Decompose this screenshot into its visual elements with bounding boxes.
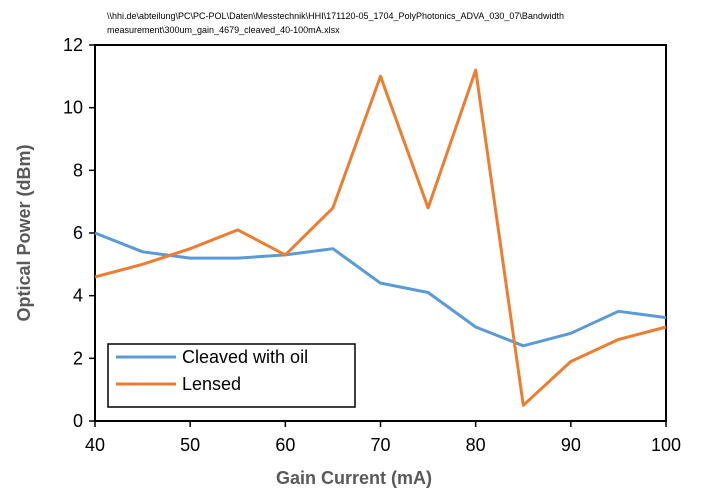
legend-label-lensed: Lensed <box>182 374 241 394</box>
chart-title-line-1: \\hhi.de\abteilung\PC\PC-POL\Daten\Messt… <box>107 11 564 21</box>
y-tick-label: 12 <box>63 35 83 55</box>
x-tick-label: 90 <box>561 435 581 455</box>
y-tick-label: 0 <box>73 411 83 431</box>
y-axis-label: Optical Power (dBm) <box>14 144 34 321</box>
chart-title-line-2: measurement\300um_gain_4679_cleaved_40-1… <box>107 25 340 35</box>
y-tick-label: 2 <box>73 348 83 368</box>
legend-box <box>107 343 356 408</box>
series-line-lensed <box>94 68 667 407</box>
legend: Cleaved with oil Lensed <box>107 343 356 408</box>
y-tick-label: 6 <box>73 223 83 243</box>
x-axis: 40 50 60 70 80 90 100 <box>85 421 681 455</box>
series-layer <box>94 68 667 407</box>
y-tick-label: 4 <box>73 286 83 306</box>
legend-label-cleaved-with-oil: Cleaved with oil <box>182 347 308 367</box>
x-tick-label: 50 <box>180 435 200 455</box>
series-line-cleaved-with-oil <box>94 231 667 348</box>
y-axis: 0 2 4 6 8 10 12 <box>63 35 95 431</box>
x-tick-label: 40 <box>85 435 105 455</box>
x-tick-label: 70 <box>370 435 390 455</box>
y-tick-label: 10 <box>63 98 83 118</box>
x-tick-label: 80 <box>466 435 486 455</box>
x-axis-label: Gain Current (mA) <box>276 468 432 488</box>
y-tick-label: 8 <box>73 160 83 180</box>
x-tick-label: 60 <box>275 435 295 455</box>
x-tick-label: 100 <box>651 435 681 455</box>
